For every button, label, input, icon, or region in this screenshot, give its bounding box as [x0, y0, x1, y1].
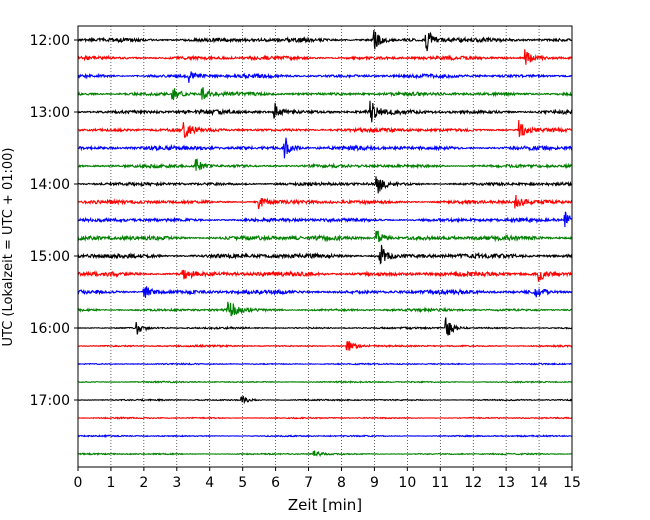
trace-1300 [77, 100, 573, 123]
trace-1530 [77, 286, 573, 298]
trace-1745 [77, 450, 573, 458]
x-tick-label: 6 [271, 475, 280, 491]
trace-1415 [77, 194, 573, 210]
plot-area-frame [77, 25, 573, 468]
x-tick-label: 8 [337, 475, 346, 491]
x-tick-label: 0 [74, 475, 83, 491]
x-tick-label: 12 [464, 475, 482, 491]
x-tick-label: 9 [370, 475, 379, 491]
trace-1430 [77, 211, 573, 228]
x-tick-label: 1 [106, 475, 115, 491]
trace-1330 [77, 137, 573, 159]
y-tick-label: 15:00 [30, 249, 70, 265]
y-tick-label: 13:00 [30, 105, 70, 121]
trace-1630 [77, 362, 573, 366]
trace-1315 [77, 120, 573, 139]
y-axis-label: UTC (Lokalzeit = UTC + 01:00) [1, 148, 16, 347]
x-tick-label: 14 [530, 475, 548, 491]
trace-1615 [77, 340, 573, 351]
trace-1600 [78, 317, 573, 336]
trace-1645 [77, 380, 573, 384]
trace-1345 [77, 158, 573, 171]
y-tick-label: 16:00 [30, 321, 70, 337]
x-tick-label: 5 [238, 475, 247, 491]
x-tick-label: 3 [172, 475, 181, 491]
x-tick-label: 15 [563, 475, 581, 491]
x-tick-label: 10 [398, 475, 416, 491]
x-tick-label: 4 [205, 475, 214, 491]
trace-1245 [77, 87, 573, 101]
trace-1400 [77, 176, 573, 194]
trace-1230 [77, 71, 573, 83]
x-tick-label: 2 [139, 475, 148, 491]
trace-1730 [77, 433, 573, 438]
trace-1545 [77, 301, 573, 317]
trace-1200 [77, 29, 573, 52]
y-tick-label: 12:00 [30, 33, 70, 49]
x-tick-label: 11 [431, 475, 449, 491]
x-tick-label: 7 [304, 475, 313, 491]
x-axis-ticks: 0 1 2 3 4 5 6 7 8 9 10 11 12 13 14 15 [74, 467, 581, 491]
trace-1700 [77, 395, 573, 405]
trace-1715 [77, 416, 573, 420]
y-tick-label: 14:00 [30, 177, 70, 193]
y-axis-ticks: 12:00 13:00 14:00 15:00 16:00 17:00 [30, 33, 78, 409]
x-tick-label: 13 [497, 475, 515, 491]
trace-1500 [77, 244, 573, 265]
trace-1215 [77, 49, 573, 65]
x-axis-label: Zeit [min] [288, 496, 362, 514]
trace-1515 [77, 269, 573, 282]
trace-1445 [77, 230, 573, 243]
y-tick-label: 17:00 [30, 393, 70, 409]
seismic-traces [77, 29, 573, 458]
